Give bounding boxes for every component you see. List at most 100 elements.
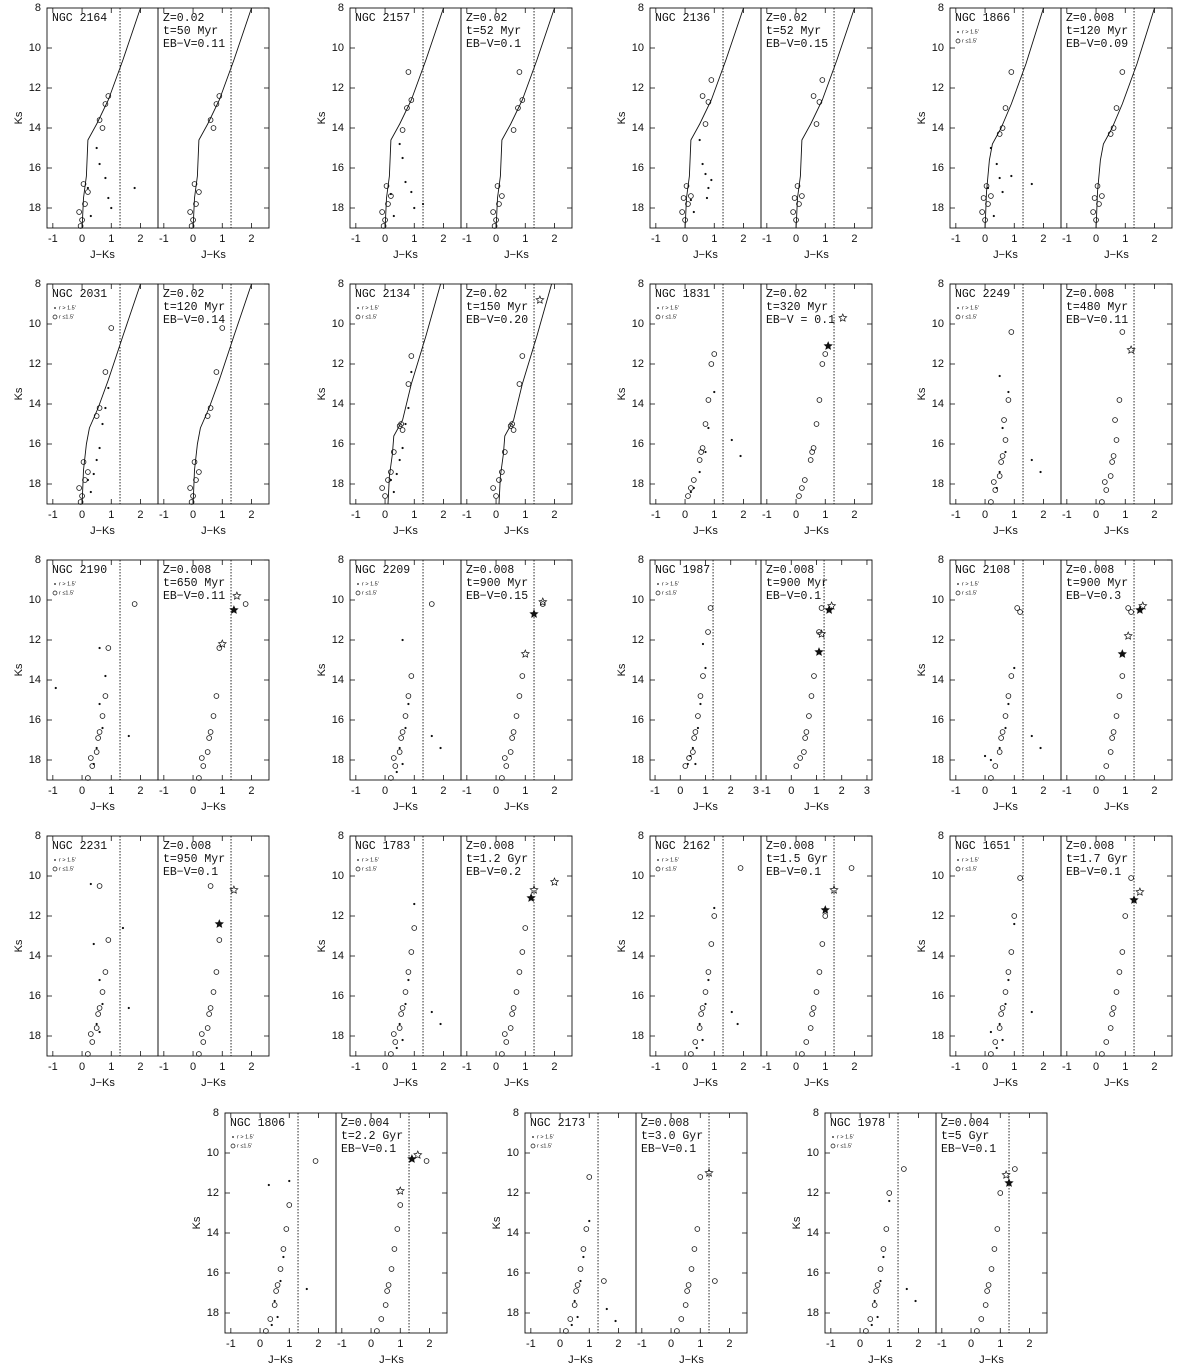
star-point: [102, 369, 109, 375]
y-tick-label: 16: [807, 1267, 819, 1279]
star-point: [522, 925, 529, 931]
star-point: [430, 1010, 433, 1014]
star-point: [385, 477, 391, 483]
star-point: [85, 775, 91, 781]
star-point: [573, 1288, 579, 1294]
x-tick-label: 2: [551, 1061, 557, 1073]
legend-label: r > 1.5': [662, 581, 679, 587]
x-tick-label: 0: [793, 1061, 799, 1073]
star-point: [206, 735, 212, 741]
legend-symbol: [955, 590, 961, 596]
x-tick-label: 1: [522, 509, 528, 521]
star-point: [1001, 426, 1004, 430]
y-tick-label: 12: [332, 82, 344, 94]
star-point: [730, 1010, 733, 1014]
bright-star: [229, 605, 239, 614]
x-tick-label: 2: [615, 1338, 621, 1350]
star-point: [206, 1011, 212, 1017]
legend-symbol: [655, 590, 661, 596]
star-point: [93, 749, 100, 755]
panel-frame: [1060, 835, 1173, 1057]
star-point: [499, 775, 505, 781]
star-point: [736, 1022, 739, 1026]
star-point: [496, 201, 502, 207]
x-tick-label: 0: [1093, 785, 1099, 797]
y-tick-label: 8: [338, 2, 344, 14]
star-point: [190, 217, 196, 223]
star-point: [384, 1288, 390, 1294]
x-tick-label: 0: [682, 509, 688, 521]
x-tick-label: 1: [711, 509, 717, 521]
y-axis-label: Ks: [916, 387, 928, 400]
x-axis-label: J−Ks: [1104, 801, 1129, 813]
star-point: [819, 77, 826, 83]
x-tick-label: -1: [826, 1338, 836, 1350]
x-tick-label: 0: [493, 509, 499, 521]
star-point: [1017, 609, 1023, 615]
star-point: [983, 183, 990, 189]
star-point: [1005, 397, 1012, 403]
star-point: [196, 189, 202, 195]
star-point: [822, 913, 829, 919]
x-tick-label: -1: [651, 509, 661, 521]
legend-label: r ≤1.5': [962, 866, 977, 872]
star-point: [121, 926, 125, 930]
star-point: [698, 138, 701, 142]
star-point: [580, 1246, 587, 1252]
legend-symbol: [52, 866, 58, 872]
star-point: [1113, 989, 1120, 995]
star-point: [98, 978, 101, 982]
y-tick-label: 8: [938, 2, 944, 14]
star-point: [509, 421, 515, 427]
star-point: [810, 1005, 817, 1011]
y-tick-label: 8: [213, 1107, 219, 1119]
model-param: Z=0.008: [1066, 840, 1114, 853]
star-point: [702, 121, 709, 127]
panel-frame: [335, 1112, 448, 1334]
x-axis-label: J−Ks: [804, 1077, 829, 1089]
y-tick-label: 14: [932, 950, 944, 962]
star-point: [391, 1031, 397, 1037]
star-point: [102, 693, 109, 699]
legend-symbol: [957, 31, 959, 33]
y-tick-label: 10: [932, 42, 944, 54]
legend-symbol: [355, 314, 361, 320]
star-point: [701, 642, 705, 646]
x-tick-label: 2: [1151, 1061, 1157, 1073]
y-tick-label: 12: [632, 910, 644, 922]
star-point: [1113, 437, 1120, 443]
cluster-name: NGC 2209: [355, 564, 410, 577]
star-point: [398, 421, 404, 427]
x-tick-label: 1: [1122, 509, 1128, 521]
x-tick-label: -1: [637, 1338, 647, 1350]
y-tick-label: 14: [632, 950, 644, 962]
model-param: EB−V=0.11: [163, 590, 225, 603]
cluster-name: NGC 1651: [955, 840, 1010, 853]
model-param: t=900 Myr: [1066, 577, 1128, 590]
legend-symbol: [232, 1136, 234, 1138]
model-param: EB−V=0.1: [341, 1143, 396, 1156]
y-tick-label: 14: [632, 398, 644, 410]
star-point: [80, 181, 87, 187]
bright-star: [1126, 345, 1136, 354]
star-point: [396, 749, 403, 755]
model-param: t=650 Myr: [163, 577, 225, 590]
y-tick-label: 8: [638, 554, 644, 566]
star-point: [99, 989, 106, 995]
star-point: [379, 209, 385, 215]
x-tick-label: 2: [1151, 233, 1157, 245]
legend-symbol: [955, 866, 961, 872]
star-point: [799, 1051, 805, 1057]
star-point: [102, 969, 109, 975]
star-point: [583, 1226, 590, 1232]
x-axis-label: J−Ks: [1104, 525, 1129, 537]
y-tick-label: 8: [35, 2, 41, 14]
star-point: [871, 1302, 878, 1308]
star-point: [1107, 473, 1114, 479]
star-point: [105, 645, 112, 651]
panel-frame: [760, 7, 873, 229]
star-point: [794, 183, 801, 189]
